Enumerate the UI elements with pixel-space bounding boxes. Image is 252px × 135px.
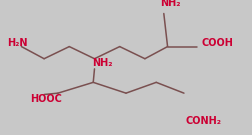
Text: COOH: COOH [202, 38, 233, 48]
Text: CONH₂: CONH₂ [185, 117, 221, 126]
Text: NH₂: NH₂ [160, 0, 180, 8]
Text: HOOC: HOOC [30, 94, 62, 104]
Text: NH₂: NH₂ [92, 58, 112, 68]
Text: H₂N: H₂N [8, 38, 28, 48]
